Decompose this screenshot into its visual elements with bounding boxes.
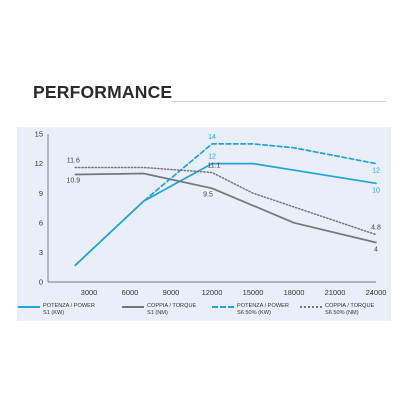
x-tick-label: 24000 — [366, 288, 387, 297]
data-label: 10.9 — [67, 177, 81, 184]
legend-item: COPPIA / TORQUE S6 50% (NM) — [300, 303, 380, 319]
legend-label-line: COPPIA / TORQUE — [147, 303, 197, 309]
x-tick-label: 18000 — [284, 288, 305, 297]
legend-swatch — [122, 306, 144, 308]
series-line-4 — [74, 166, 377, 236]
chart-panel — [17, 127, 391, 321]
data-label: 9.5 — [203, 191, 213, 198]
heading-divider — [171, 101, 386, 102]
legend-label-line: S1 (KW) — [43, 309, 65, 316]
y-tick-label: 15 — [35, 130, 43, 139]
y-tick-label: 0 — [39, 278, 43, 287]
legend-swatch — [18, 306, 40, 308]
legend-label-line: POTENZA / POWER — [237, 303, 289, 309]
legend-swatch — [300, 306, 322, 308]
series-line-3 — [74, 143, 377, 267]
legend-item: COPPIA / TORQUE S1 (NM) — [122, 303, 202, 319]
y-tick-label: 6 — [39, 218, 43, 227]
legend-swatch — [212, 306, 234, 308]
x-tick-label: 6000 — [122, 288, 139, 297]
x-tick-label: 3000 — [81, 288, 98, 297]
data-label: 10 — [372, 187, 380, 194]
legend-label-line: POTENZA / POWER — [43, 303, 95, 309]
x-tick-label: 9000 — [163, 288, 180, 297]
legend-label-line: S6 50% (NM) — [325, 309, 359, 316]
legend-label: COPPIA / TORQUE S1 (NM) — [147, 303, 196, 316]
legend-label: COPPIA / TORQUE S6 50% (NM) — [325, 303, 374, 316]
data-label: 4.8 — [371, 225, 381, 232]
y-tick-label: 9 — [39, 189, 43, 198]
legend-item: POTENZA / POWER S6 50% (KW) — [212, 303, 292, 319]
legend-label-line: S6 50% (KW) — [237, 309, 271, 316]
data-label: 12 — [372, 168, 380, 175]
x-tick-label: 15000 — [243, 288, 264, 297]
data-label: 11.1 — [207, 162, 220, 169]
legend-label-line: S1 (NM) — [147, 309, 168, 316]
x-tick-label: 12000 — [202, 288, 223, 297]
data-label: 14 — [208, 134, 216, 141]
y-tick-label: 3 — [39, 248, 43, 257]
data-label: 4 — [374, 247, 378, 254]
page-title: PERFORMANCE — [33, 82, 173, 102]
legend-label: POTENZA / POWER S1 (KW) — [43, 303, 95, 316]
legend-item: POTENZA / POWER S1 (KW) — [18, 303, 98, 319]
data-label: 12 — [208, 154, 216, 161]
x-tick-label: 21000 — [325, 288, 346, 297]
y-tick-label: 12 — [35, 159, 43, 168]
data-label: 11.6 — [67, 158, 80, 165]
legend-label: POTENZA / POWER S6 50% (KW) — [237, 303, 289, 316]
series-line-2 — [74, 172, 377, 244]
legend-label-line: COPPIA / TORQUE — [325, 303, 375, 309]
